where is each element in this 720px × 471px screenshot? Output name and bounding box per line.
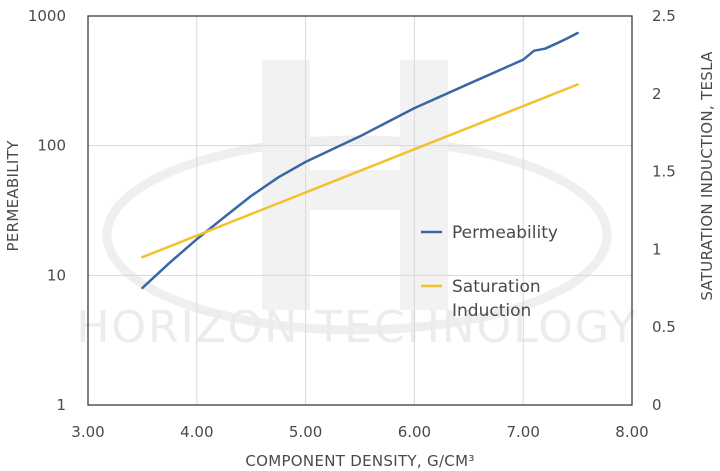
- series: [141, 31, 579, 290]
- y-right-tick-label-0: 0: [652, 396, 662, 414]
- x-axis-ticks: 3.00 4.00 5.00 6.00 7.00 8.00: [71, 423, 648, 441]
- y-right-tick-label-5: 2.5: [652, 7, 676, 25]
- y-left-axis-ticks: 1 10 100 1000: [28, 7, 66, 414]
- y-right-tick-label-2: 1: [652, 240, 662, 258]
- y-left-tick-label-0: 1: [56, 396, 66, 414]
- x-tick-label-5: 8.00: [615, 423, 648, 441]
- y-right-axis-title: SATURATION INDUCTION, TESLA: [698, 51, 716, 301]
- x-tick-label-2: 5.00: [289, 423, 322, 441]
- legend-label-saturation-line2: Induction: [452, 301, 531, 321]
- y-right-tick-label-3: 1.5: [652, 163, 676, 181]
- watermark-text: HORIZON TECHNOLOGY: [76, 302, 637, 353]
- y-left-tick-label-1: 10: [47, 266, 66, 284]
- x-tick-label-4: 7.00: [506, 423, 539, 441]
- watermark-logo: [102, 60, 612, 335]
- y-right-tick-label-1: 0.5: [652, 318, 676, 336]
- x-tick-label-1: 4.00: [180, 423, 213, 441]
- x-tick-label-3: 6.00: [398, 423, 431, 441]
- legend-label-saturation-line1: Saturation: [452, 277, 541, 297]
- y-left-axis-title: PERMEABILITY: [4, 140, 22, 252]
- y-right-tick-label-4: 2: [652, 85, 662, 103]
- legend: Permeability Saturation Induction: [421, 223, 558, 321]
- y-left-tick-label-2: 100: [37, 137, 66, 155]
- y-left-tick-label-3: 1000: [28, 7, 66, 25]
- series-line-saturation-induction: [141, 83, 579, 259]
- series-line-permeability: [141, 31, 579, 290]
- y-right-axis-ticks: 0 0.5 1 1.5 2 2.5: [652, 7, 676, 414]
- x-tick-label-0: 3.00: [71, 423, 104, 441]
- plot-frame: [87, 15, 633, 406]
- legend-label-permeability: Permeability: [452, 223, 558, 243]
- x-axis-title: COMPONENT DENSITY, G/CM³: [245, 452, 474, 470]
- grid: [88, 16, 632, 405]
